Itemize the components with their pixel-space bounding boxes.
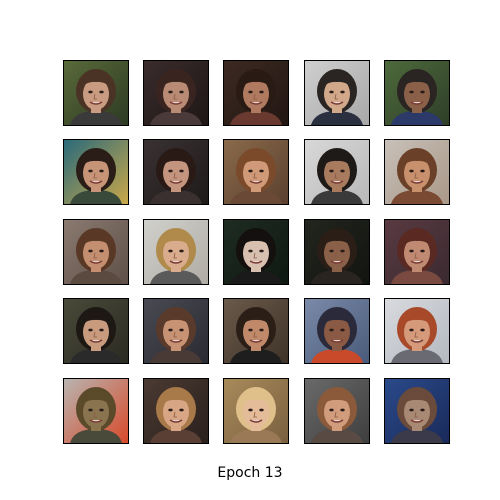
sample-image-r4-c5	[384, 298, 450, 364]
sample-image-r2-c1	[63, 139, 129, 205]
sample-image-r5-c2	[143, 378, 209, 444]
sample-image-r2-c4	[304, 139, 370, 205]
sample-image-r4-c2	[143, 298, 209, 364]
epoch-caption: Epoch 13	[217, 465, 283, 481]
sample-image-r1-c5	[384, 60, 450, 126]
sample-image-r3-c5	[384, 219, 450, 285]
sample-image-r5-c3	[223, 378, 289, 444]
sample-image-r2-c3	[223, 139, 289, 205]
sample-image-r5-c4	[304, 378, 370, 444]
sample-image-r4-c1	[63, 298, 129, 364]
sample-image-r2-c2	[143, 139, 209, 205]
sample-image-r4-c4	[304, 298, 370, 364]
sample-image-r3-c4	[304, 219, 370, 285]
sample-image-r3-c3	[223, 219, 289, 285]
sample-image-r1-c1	[63, 60, 129, 126]
sample-image-r1-c3	[223, 60, 289, 126]
sample-image-r4-c3	[223, 298, 289, 364]
sample-image-r1-c2	[143, 60, 209, 126]
sample-image-r3-c1	[63, 219, 129, 285]
sample-image-r5-c1	[63, 378, 129, 444]
sample-image-r2-c5	[384, 139, 450, 205]
sample-image-r5-c5	[384, 378, 450, 444]
sample-image-r3-c2	[143, 219, 209, 285]
sample-image-r1-c4	[304, 60, 370, 126]
